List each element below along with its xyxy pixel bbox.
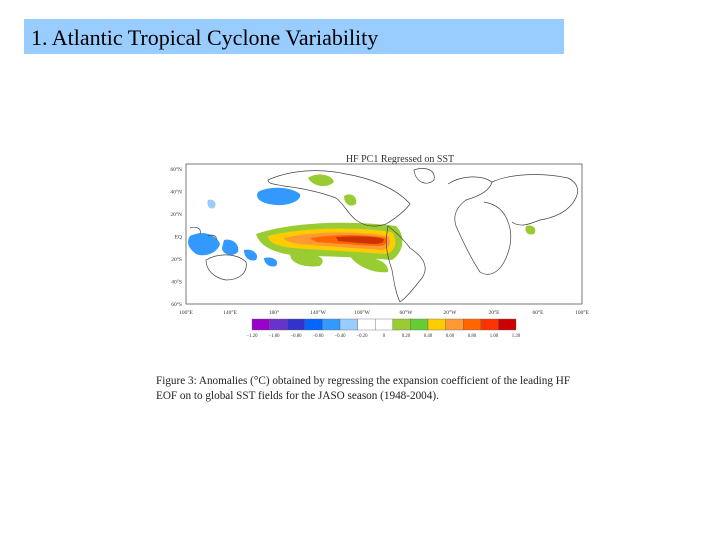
- latitude-labels: 60°N 40°N 20°N EQ 20°S 40°S 60°S: [170, 166, 182, 308]
- latitude-label: 20°N: [170, 211, 182, 218]
- latitude-label: 60°N: [170, 166, 182, 173]
- colorbar-tick-label: −0.80: [290, 334, 302, 339]
- colorbar-swatch: [269, 318, 288, 331]
- colorbar-tick-label: 1.20: [512, 334, 521, 339]
- north-pacific-green-patch: [308, 174, 334, 187]
- longitude-label: 180°: [269, 309, 279, 316]
- north-pacific-cool-anomaly: [257, 187, 301, 206]
- map-title: HF PC1 Regressed on SST: [346, 154, 454, 165]
- colorbar-tick-label: 0: [383, 334, 386, 339]
- colorbar-tick-label: −0.20: [356, 334, 368, 339]
- colorbar: [251, 318, 517, 331]
- colorbar-swatch: [286, 318, 305, 331]
- colorbar-tick-label: −1.20: [246, 334, 258, 339]
- longitude-label: 60°E: [532, 309, 544, 316]
- longitude-label: 60°W: [400, 309, 414, 316]
- latitude-label: EQ: [175, 235, 182, 241]
- latitude-label: 60°S: [171, 301, 182, 308]
- colorbar-tick-label: 0.40: [424, 334, 433, 339]
- southeast-pacific-warm: [350, 255, 389, 273]
- colorbar-swatch: [304, 318, 323, 331]
- slide-title: 1. Atlantic Tropical Cyclone Variability: [31, 25, 379, 50]
- east-pacific-green-patch: [344, 194, 357, 206]
- colorbar-swatch: [392, 318, 411, 331]
- colorbar-tick-label: −1.00: [268, 334, 280, 339]
- colorbar-tick-label: 0.80: [468, 334, 477, 339]
- sst-map-figure: HF PC1 Regressed on SST 60°N 40°N 20°N EQ 20…: [170, 154, 589, 339]
- latitude-label: 40°S: [171, 279, 182, 286]
- colorbar-swatch: [357, 318, 376, 331]
- continent-outlines: [189, 168, 578, 303]
- colorbar-tick-label: −0.40: [334, 334, 346, 339]
- south-pacific-warm-tail: [290, 253, 323, 267]
- colorbar-swatch: [463, 318, 482, 331]
- colorbar-swatch: [480, 318, 499, 331]
- colorbar-swatch: [322, 318, 341, 331]
- colorbar-swatch: [410, 318, 429, 331]
- colorbar-tick-label: 0.20: [402, 334, 411, 339]
- colorbar-swatch: [339, 318, 358, 331]
- longitude-label: 20°W: [444, 309, 458, 316]
- caption-line-1: Figure 3: Anomalies (°C) obtained by reg…: [156, 375, 571, 387]
- west-pacific-cool-anomaly-2: [222, 239, 239, 255]
- west-pacific-cool-anomaly-3: [244, 249, 258, 261]
- latitude-label: 20°S: [171, 256, 182, 263]
- longitude-label: 100°W: [354, 309, 370, 316]
- figure-caption: Figure 3: Anomalies (°C) obtained by reg…: [156, 374, 616, 404]
- colorbar-tick-label: 0.60: [446, 334, 455, 339]
- enso-warm-core: [336, 236, 384, 244]
- longitude-label: 140°W: [310, 309, 326, 316]
- longitude-label: 140°E: [223, 309, 237, 316]
- longitude-label: 100°E: [179, 309, 193, 316]
- colorbar-swatch: [251, 318, 270, 331]
- latitude-label: 40°N: [170, 189, 182, 196]
- colorbar-tick-label: −0.60: [312, 334, 324, 339]
- slide-title-bar: 1. Atlantic Tropical Cyclone Variability: [24, 19, 564, 54]
- indian-ocean-green-patch: [525, 225, 536, 235]
- colorbar-swatch: [427, 318, 446, 331]
- colorbar-swatch: [374, 318, 393, 331]
- longitude-label: 20°E: [488, 309, 500, 316]
- west-pacific-light-cool: [207, 199, 216, 209]
- colorbar-swatch: [445, 318, 464, 331]
- colorbar-swatch: [498, 318, 517, 331]
- south-pacific-cool-anomaly: [264, 257, 278, 267]
- caption-line-2: EOF on to global SST fields for the JASO…: [156, 390, 439, 402]
- figure-sst-regression: HF PC1 Regressed on SST 60°N 40°N 20°N EQ 20…: [156, 148, 610, 408]
- west-pacific-cool-anomaly: [188, 233, 220, 256]
- longitude-labels: 100°E 140°E 180° 140°W 100°W 60°W 20°W 20°E 60°E…: [179, 309, 589, 316]
- colorbar-tick-label: 1.00: [490, 334, 499, 339]
- colorbar-ticks: −1.20 −1.00 −0.80 −0.60 −0.40 −0.20 0 0.20 0.40 0…: [246, 334, 520, 339]
- longitude-label: 100°E: [575, 309, 589, 316]
